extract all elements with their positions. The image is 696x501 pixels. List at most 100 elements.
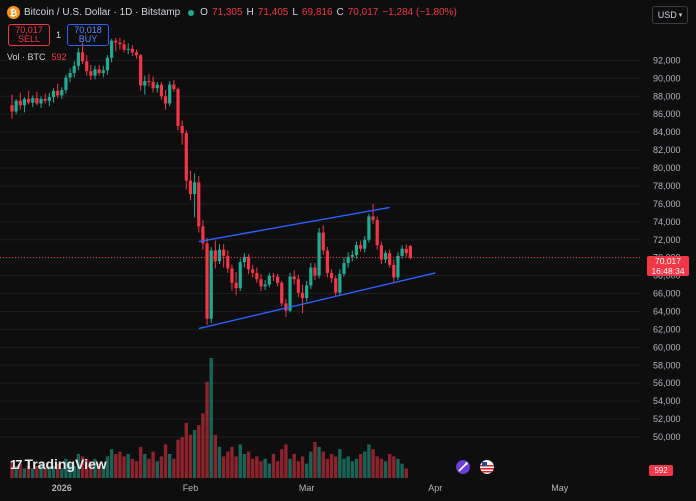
volume-bar [163, 444, 168, 478]
currency-select[interactable]: USD ▾ [652, 6, 688, 24]
candle-body [392, 264, 396, 278]
volume-bar [259, 461, 263, 478]
last-price-value: 70,017 [655, 256, 681, 266]
candle-body [151, 81, 155, 89]
volume-bar [246, 451, 251, 478]
price-tick-label: 58,000 [653, 360, 681, 370]
price-tick-label: 54,000 [653, 396, 681, 406]
volume-bar [101, 466, 105, 478]
volume-bar [275, 461, 280, 478]
volume-bar [114, 454, 118, 478]
candle-body [101, 70, 105, 73]
volume-bar [80, 456, 85, 478]
volume-bar [159, 456, 164, 478]
candle-body [325, 250, 329, 273]
candle-body [56, 90, 60, 96]
volume-bar [309, 451, 313, 478]
volume-bar [22, 468, 27, 478]
channel-lower-line [198, 272, 436, 330]
volume-bar [31, 468, 35, 478]
volume-bar [26, 466, 31, 478]
volume-bar [404, 468, 408, 478]
candle-body [271, 275, 276, 277]
volume-bar [317, 446, 321, 478]
candle-body [80, 52, 85, 62]
candle-body [134, 52, 139, 56]
price-tick-label: 64,000 [653, 306, 681, 316]
us-flag-icon[interactable] [480, 460, 494, 474]
sell-button[interactable]: 70,017 SELL [8, 24, 50, 46]
volume-bar [55, 463, 60, 478]
volume-bar [184, 422, 188, 478]
time-tick-label: Apr [428, 483, 442, 493]
buy-label: BUY [78, 34, 98, 44]
price-tick-label: 66,000 [653, 289, 681, 299]
candle-body [168, 84, 172, 104]
candle-body [197, 182, 201, 227]
volume-bar [354, 458, 359, 478]
candle-body [118, 42, 122, 45]
price-tick-label: 50,000 [653, 432, 681, 442]
candle-body [383, 253, 388, 260]
volume-bar [93, 458, 97, 478]
candle-body [292, 276, 296, 280]
volume-bar [280, 449, 284, 478]
candle-body [76, 52, 80, 66]
tradingview-logo[interactable]: 17 TradingView [10, 456, 107, 472]
candle-body [85, 61, 89, 72]
volume-bar [47, 466, 52, 478]
volume-bar [180, 437, 184, 478]
low-label: L [292, 7, 298, 18]
volume-bar [238, 444, 242, 478]
price-axis: 92,000 90,000 88,000 86,000 84,000 82,000 80,0… [653, 55, 681, 442]
symbol-title[interactable]: Bitcoin / U.S. Dollar · 1D · Bitstamp [24, 7, 181, 18]
volume-bar [346, 456, 350, 478]
magic-wand-icon[interactable] [456, 460, 470, 474]
volume-bar [192, 430, 197, 478]
volume-bar [105, 456, 110, 478]
tradingview-logo-icon: 17 [10, 456, 23, 472]
volume-bar [342, 458, 346, 478]
candle-body [226, 255, 230, 269]
quantity-value[interactable]: 1 [56, 30, 62, 40]
candle-body [338, 273, 342, 293]
candle-body [404, 248, 408, 254]
candle-body [72, 65, 76, 73]
candle-body [296, 279, 300, 293]
candle-body [263, 284, 267, 287]
volume-label: Vol · BTC [7, 52, 46, 62]
candle-body [93, 69, 97, 76]
time-tick-label: 2026 [52, 483, 72, 493]
buy-button[interactable]: 70,018 BUY [67, 24, 110, 46]
market-open-dot-icon [188, 9, 195, 16]
channel-upper-line [198, 206, 390, 243]
trade-panel: 70,017 SELL 1 70,018 BUY [8, 24, 110, 46]
volume-bar [251, 458, 255, 478]
candle-body [22, 98, 27, 106]
price-tick-label: 62,000 [653, 324, 681, 334]
price-tick-label: 84,000 [653, 127, 681, 137]
time-tick-label: Mar [299, 483, 315, 493]
candle-body [300, 292, 305, 299]
volume-bar [151, 451, 155, 478]
candle-body [31, 98, 35, 103]
volume-legend: Vol · BTC 592 [7, 52, 67, 62]
candle-body [147, 81, 151, 83]
volume-bar [126, 454, 130, 478]
volume-bar [209, 358, 213, 478]
candle-body [97, 69, 101, 73]
volume-bar [263, 458, 267, 478]
candle-body [230, 268, 234, 283]
volume-bar [230, 446, 234, 478]
volume-bar [221, 456, 226, 478]
candle-body [367, 216, 371, 240]
candle-body [400, 248, 404, 256]
candle-body [346, 256, 350, 264]
candle-body [89, 71, 93, 76]
candle-body [222, 249, 226, 256]
candle-body [359, 245, 363, 249]
volume-bar [313, 442, 317, 478]
volume-bar [338, 449, 342, 478]
volume-bar [226, 451, 230, 478]
